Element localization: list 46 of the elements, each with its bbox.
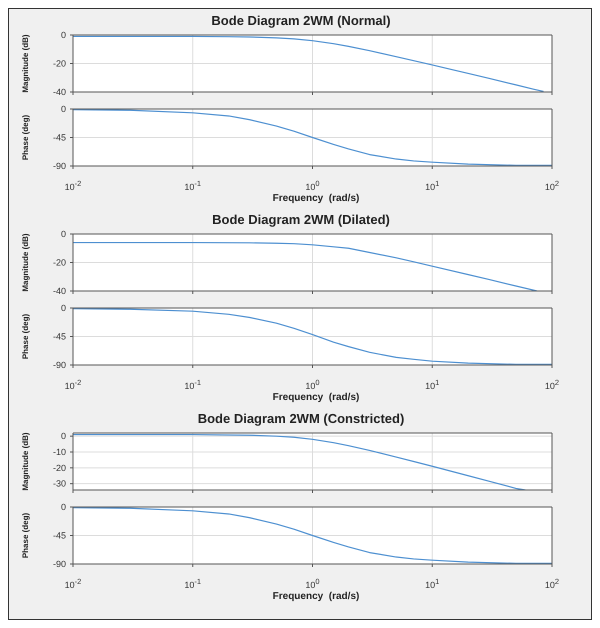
x-tick-label: 10$^{-2}$ (64, 576, 82, 592)
y-axis-title: Phase (deg) (20, 512, 30, 558)
y-tick-label: 0 (60, 30, 66, 40)
x-tick-label: 10$^{2}$ (544, 178, 560, 194)
chart-title: Bode Diagram 2WM (Dilated) (211, 212, 391, 227)
x-axis-title: Frequency (rad/s) (272, 192, 360, 206)
y-tick-label: -30 (52, 478, 66, 489)
y-tick-label: -90 (52, 559, 66, 569)
y-tick-label: -20 (52, 58, 66, 68)
y-axis-title: Phase (deg) (20, 313, 30, 360)
y-tick-label: 0 (60, 502, 66, 512)
y-tick-label: -40 (52, 87, 66, 97)
x-tick-label: 10$^{-2}$ (64, 377, 82, 393)
x-tick-label: 10$^{2}$ (544, 377, 560, 393)
chart-title: Bode Diagram 2WM (Normal) (210, 13, 392, 28)
x-tick-label: 10$^{0}$ (305, 179, 320, 192)
y-tick-label: 0 (60, 303, 66, 313)
y-axis-title: Magnitude (dB) (20, 233, 30, 292)
y-tick-label: -10 (52, 447, 66, 457)
x-tick-label: 10$^{1}$ (425, 377, 440, 393)
y-tick-label: 0 (60, 431, 66, 442)
x-axis-title: Frequency (rad/s) (272, 391, 360, 405)
y-tick-label: 0 (60, 229, 66, 239)
y-axis-title: Magnitude (dB) (20, 34, 30, 93)
y-axis-title: Phase (deg) (20, 114, 30, 160)
y-tick-label: -45 (52, 132, 66, 142)
chart-title: Bode Diagram 2WM (Constricted) (196, 411, 406, 426)
y-axis-title: Magnitude (dB) (20, 432, 30, 491)
y-tick-label: -90 (52, 360, 66, 370)
y-tick-label: -40 (52, 286, 66, 296)
x-tick-label: 10$^{0}$ (305, 378, 320, 391)
x-tick-label: 10$^{-1}$ (184, 178, 202, 194)
x-tick-label: 10$^{0}$ (305, 577, 320, 590)
y-tick-label: -20 (52, 462, 66, 473)
x-tick-label: 10$^{1}$ (425, 178, 440, 194)
y-tick-label: -20 (52, 258, 66, 268)
y-tick-label: -45 (52, 332, 66, 342)
x-tick-label: 10$^{2}$ (544, 576, 560, 592)
y-tick-label: -90 (52, 161, 66, 171)
x-tick-label: 10$^{-2}$ (64, 178, 82, 194)
x-tick-label: 10$^{-1}$ (184, 377, 202, 393)
x-tick-label: 10$^{-1}$ (184, 576, 202, 592)
y-tick-label: -45 (52, 530, 66, 540)
x-tick-label: 10$^{1}$ (425, 576, 440, 592)
y-tick-label: 0 (60, 104, 66, 114)
x-axis-title: Frequency (rad/s) (272, 590, 360, 604)
